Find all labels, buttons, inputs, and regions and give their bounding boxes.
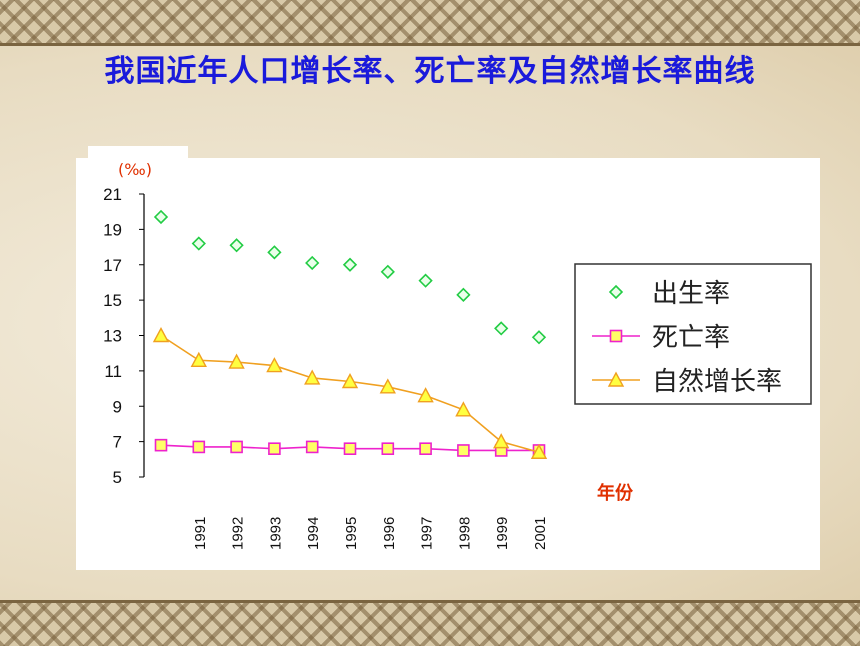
legend-marker [607,371,625,387]
legend-label: 死亡率 [652,323,730,353]
decorative-border-bottom [0,600,860,646]
series-layer [152,209,548,459]
x-tick-label: 1994 [305,517,322,550]
y-axis-unit-label: (‰) [118,160,152,179]
border-line-top [0,43,860,46]
y-tick-label: 11 [104,362,122,381]
y-tick-label: 7 [113,433,122,452]
data-point [418,273,433,288]
series-2 [152,327,548,459]
data-point [457,444,470,457]
data-point [266,357,283,373]
border-line-bottom [0,600,860,603]
x-tick-label: 1993 [267,517,284,550]
data-point [341,373,359,389]
data-point [417,387,434,403]
data-point [455,401,472,417]
series-line [160,334,540,454]
data-point [343,442,357,456]
y-tick-label: 21 [103,185,122,204]
y-tick-label: 5 [113,468,122,487]
data-point [380,264,395,279]
legend-marker [608,284,624,300]
x-tick-label: 1997 [419,517,436,550]
x-tick-label: 1996 [381,517,398,550]
x-tick-label: 1998 [456,517,473,550]
x-tick-label: 2001 [532,517,549,550]
data-point [530,443,548,459]
data-point [456,287,471,302]
data-point [305,440,319,454]
x-tick-label: 1992 [230,517,247,550]
legend-label: 出生率 [652,279,730,309]
y-tick-label: 17 [103,256,122,275]
x-tick-label: 1991 [192,517,209,550]
x-axis-label: 年份 [597,482,634,504]
data-point [493,433,510,449]
data-point [419,442,432,456]
data-point [304,369,321,385]
data-point [342,257,358,272]
data-point [229,238,244,253]
data-point [494,321,509,336]
series-0 [153,209,547,345]
data-point [153,209,169,225]
data-point [191,236,206,251]
y-tick-label: 19 [103,220,122,239]
data-point [379,378,396,394]
slide-title: 我国近年人口增长率、死亡率及自然增长率曲线 [104,54,756,89]
data-point [268,442,281,456]
y-tick-label: 13 [103,327,122,346]
legend-marker [609,329,623,343]
data-point [381,442,395,456]
x-tick-label: 1999 [494,517,511,550]
data-point [190,351,207,367]
chart-axes: 21 19 17 15 13 11 9 7 5 (‰) 1991 1992 1993 1994 1995 19… [103,160,634,550]
data-point [305,255,320,271]
x-tick-label: 1995 [343,517,360,550]
data-point [267,245,282,260]
data-point [531,330,547,345]
data-point [152,327,170,343]
data-point [154,438,168,452]
data-point [192,440,206,454]
decorative-border-top [0,0,860,46]
series-1 [154,438,546,457]
legend-label: 自然增长率 [652,367,782,397]
data-point [228,353,245,369]
y-tick-label: 15 [103,291,122,310]
y-tick-label: 9 [113,397,122,416]
data-point [230,440,243,454]
